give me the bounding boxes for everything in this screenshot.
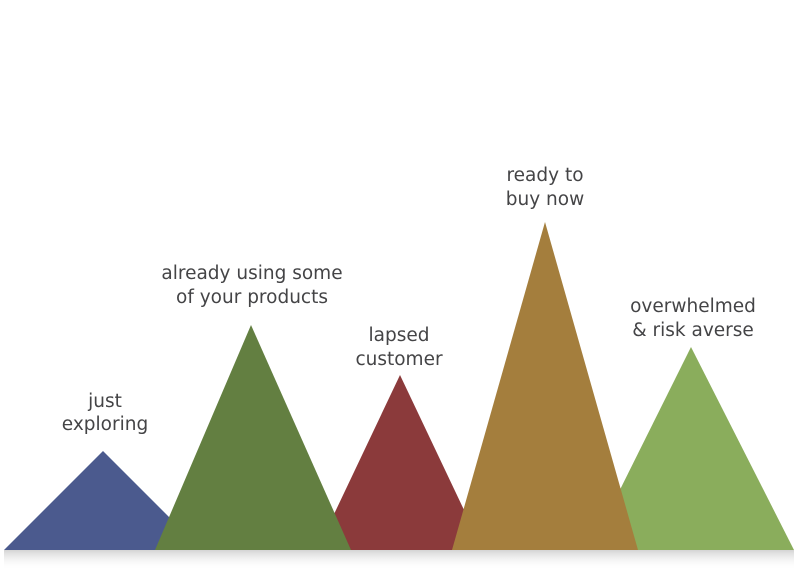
label-line: just: [87, 391, 122, 412]
peak-just-exploring: [4, 451, 202, 550]
label-line: already using some: [161, 263, 342, 284]
ground-shadow: [4, 550, 794, 570]
peak-already-using: [155, 325, 351, 550]
label-line: customer: [355, 349, 443, 370]
label-line: of your products: [176, 287, 328, 308]
label-line: ready to: [506, 165, 583, 186]
label-line: exploring: [62, 414, 148, 435]
label-line: lapsed: [369, 325, 430, 346]
label-overwhelmed: overwhelmed & risk averse: [630, 296, 756, 341]
label-line: & risk averse: [632, 320, 754, 341]
label-ready-to-buy: ready to buy now: [506, 165, 584, 210]
label-line: buy now: [506, 189, 584, 210]
peak-ready-to-buy: [452, 222, 638, 550]
label-already-using: already using some of your products: [161, 263, 342, 308]
label-lapsed-customer: lapsed customer: [355, 325, 443, 370]
peak-overwhelmed: [590, 347, 794, 550]
label-line: overwhelmed: [630, 296, 756, 317]
peak-lapsed-customer: [317, 375, 483, 550]
label-just-exploring: just exploring: [62, 391, 148, 435]
